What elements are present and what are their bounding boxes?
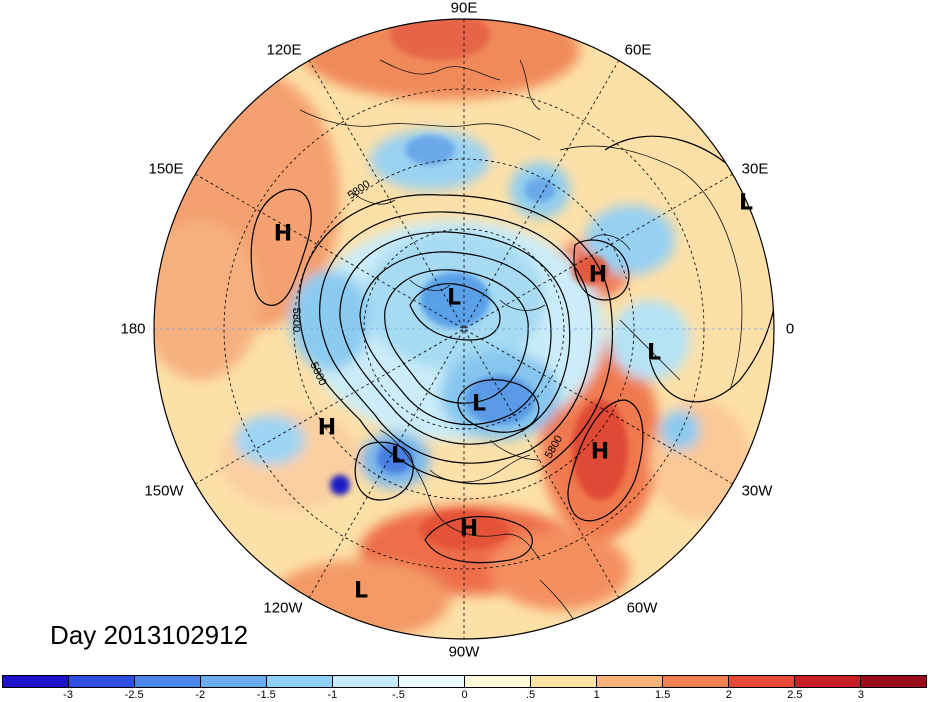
lon-label-0: 0	[785, 320, 795, 338]
pressure-center-low: L	[646, 340, 662, 366]
colorbar-tick-label: 1	[593, 689, 600, 701]
colorbar-swatch	[3, 676, 69, 687]
colorbar-swatch	[729, 676, 795, 687]
lon-label-60w: 60W	[626, 599, 658, 617]
colorbar-tick-label: 2	[725, 689, 732, 701]
anomaly-field	[154, 19, 774, 639]
colorbar-swatch	[135, 676, 201, 687]
colorbar-swatch	[399, 676, 465, 687]
lon-label-30e: 30E	[741, 160, 769, 178]
pressure-center-high: H	[459, 516, 479, 542]
height-contours	[250, 135, 774, 564]
pressure-center-high: H	[588, 262, 608, 288]
colorbar-swatch	[531, 676, 597, 687]
lon-label-90e: 90E	[450, 0, 478, 17]
colorbar-tick-label: -.5	[392, 689, 405, 701]
colorbar-swatch	[861, 676, 926, 687]
pressure-center-high: H	[273, 221, 293, 247]
colorbar-tick-label: 2.5	[787, 689, 803, 701]
lon-label-120e: 120E	[266, 41, 302, 59]
colorbar-tick-label: .5	[525, 689, 536, 701]
colorbar-swatch	[267, 676, 333, 687]
lon-label-30w: 30W	[741, 482, 773, 500]
date-title: Day 2013102912	[50, 620, 249, 650]
colorbar-swatch	[333, 676, 399, 687]
pressure-center-low: L	[353, 578, 369, 604]
pressure-center-high: H	[590, 439, 610, 465]
lon-label-150w: 150W	[144, 482, 184, 500]
colorbar-tick-label: -1.5	[256, 689, 276, 701]
graticule	[154, 19, 774, 639]
pressure-center-low: L	[446, 285, 462, 311]
colorbar-tick-label: -3	[63, 689, 73, 701]
contour-label: 5800	[290, 307, 302, 333]
colorbar-swatch	[201, 676, 267, 687]
lon-label-120w: 120W	[263, 599, 303, 617]
colorbar-tick-label: 1.5	[655, 689, 671, 701]
colorbar-swatch	[465, 676, 531, 687]
colorbar-tick-label: -2.5	[124, 689, 144, 701]
pressure-center-low: L	[390, 443, 406, 469]
colorbar	[2, 675, 927, 688]
colorbar-tick-label: -1	[327, 689, 338, 701]
pressure-center-low: L	[738, 190, 754, 216]
map-border	[153, 18, 775, 640]
pressure-center-low: L	[471, 391, 487, 417]
colorbar-swatch	[597, 676, 663, 687]
lon-label-90w: 90W	[448, 643, 480, 661]
colorbar-swatch	[69, 676, 135, 687]
lon-label-150e: 150E	[148, 160, 184, 178]
lon-label-180: 180	[120, 320, 146, 338]
colorbar-tick-label: 3	[857, 689, 864, 701]
lon-label-60e: 60E	[624, 41, 652, 59]
colorbar-swatch	[663, 676, 729, 687]
colorbar-tick-label: 0	[461, 689, 468, 701]
colorbar-tick-label: -2	[195, 689, 206, 701]
pressure-center-high: H	[317, 415, 337, 441]
colorbar-swatch	[795, 676, 861, 687]
